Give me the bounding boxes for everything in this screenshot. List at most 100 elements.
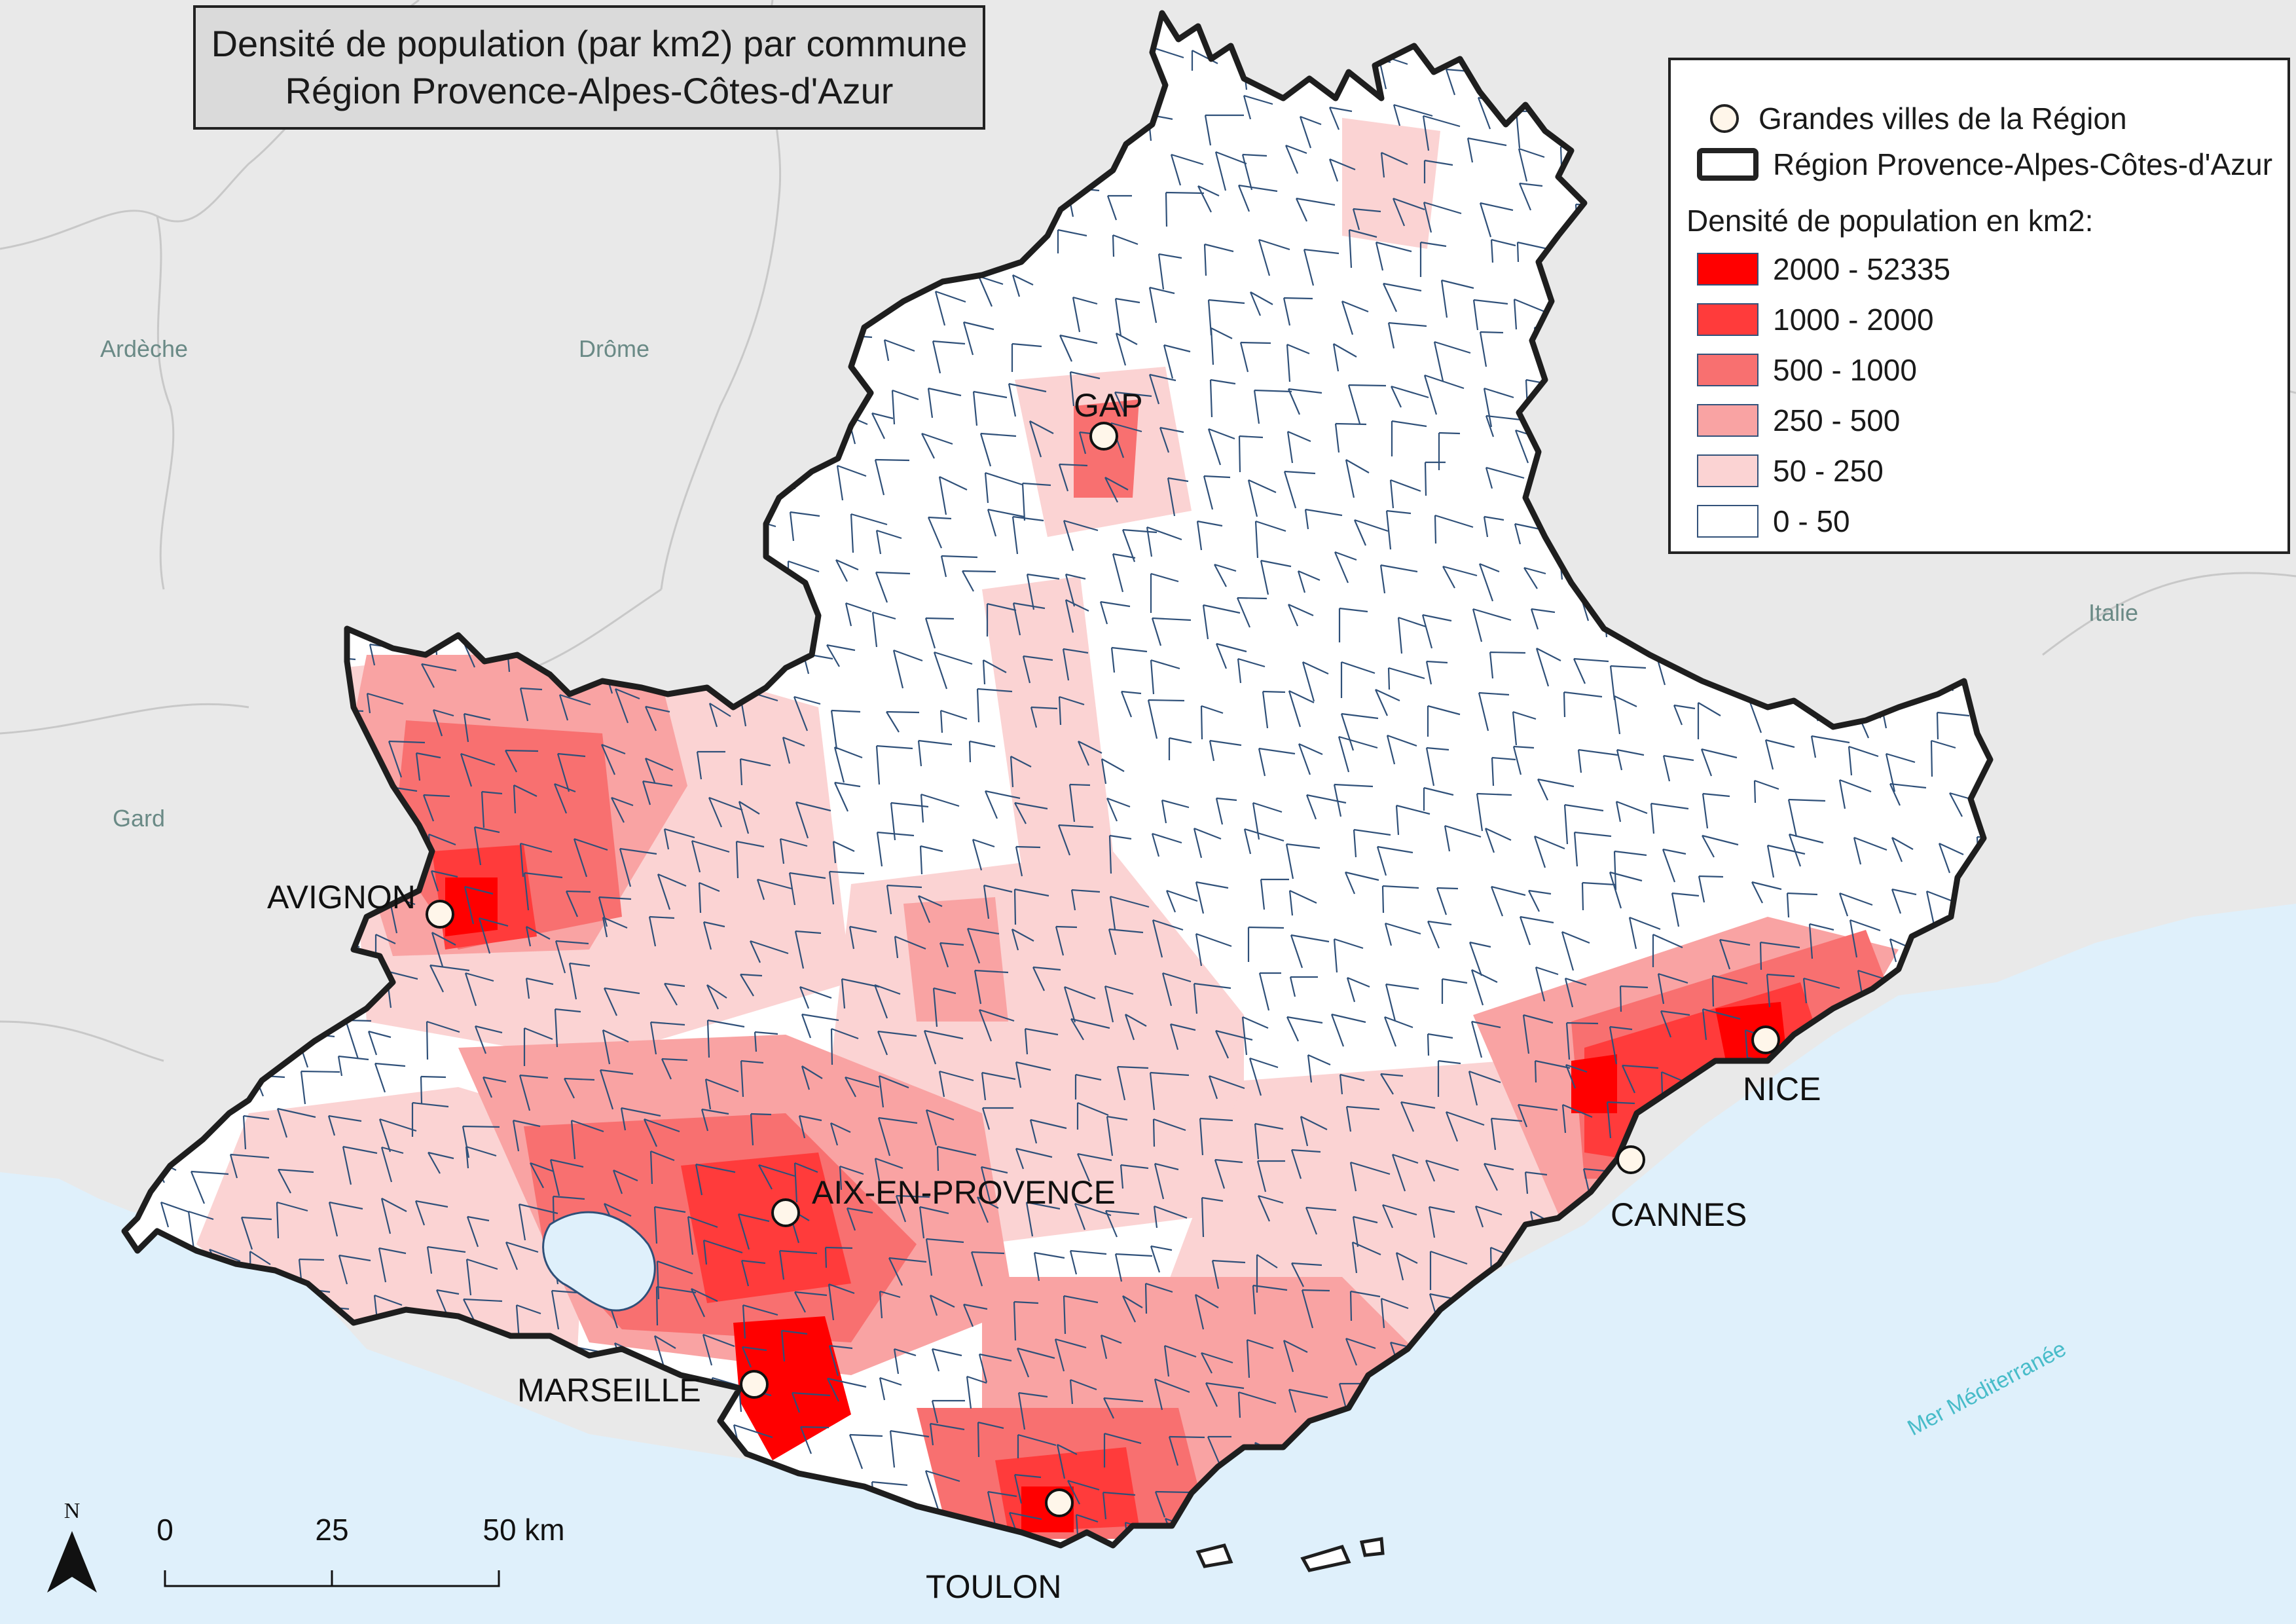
commune-edge — [1008, 382, 1047, 417]
commune-edge — [1344, 871, 1379, 895]
commune-edge — [1334, 422, 1367, 453]
commune-edge — [712, 482, 753, 521]
city-marker-avignon[interactable] — [426, 900, 454, 929]
commune-edge — [1425, 747, 1449, 786]
commune-edge — [11, 202, 39, 226]
commune-edge — [437, 368, 464, 403]
commune-edge — [1754, 651, 1789, 673]
commune-edge — [1613, 850, 1647, 891]
legend-class-label: 500 - 1000 — [1773, 353, 1917, 387]
commune-edge — [1717, 653, 1747, 680]
commune-edge — [663, 387, 698, 424]
commune-edge — [1148, 373, 1176, 405]
commune-edge — [421, 663, 457, 688]
commune-edge — [519, 195, 542, 224]
commune-edge — [1749, 13, 1772, 32]
commune-edge — [1328, 158, 1356, 182]
commune-edge — [1109, 895, 1150, 930]
city-marker-nice[interactable] — [1751, 1025, 1780, 1054]
commune-edge — [278, 1168, 314, 1194]
commune-edge — [49, 196, 82, 221]
commune-edge — [1518, 147, 1545, 182]
commune-edge — [1349, 1290, 1381, 1321]
commune-edge — [1106, 1115, 1128, 1156]
city-marker-cannes[interactable] — [1616, 1145, 1645, 1174]
commune-edge — [706, 1019, 745, 1058]
commune-edge — [2213, 800, 2238, 830]
commune-edge — [1205, 1382, 1245, 1407]
commune-edge — [1241, 153, 1267, 191]
commune-edge — [249, 838, 282, 876]
commune-edge — [1112, 234, 1139, 257]
commune-edge — [319, 236, 355, 276]
commune-edge — [754, 1031, 778, 1052]
commune-edge — [436, 333, 466, 373]
commune-edge — [924, 617, 955, 649]
commune-edge — [689, 139, 714, 163]
commune-edge — [962, 1303, 988, 1327]
commune-edge — [755, 618, 788, 656]
commune-edge — [984, 471, 1023, 504]
commune-edge — [373, 828, 405, 855]
city-label-cannes: CANNES — [1611, 1196, 1747, 1233]
commune-edge — [917, 895, 943, 923]
city-marker-marseille[interactable] — [740, 1370, 769, 1399]
commune-edge — [416, 1331, 443, 1360]
city-marker-gap[interactable] — [1089, 422, 1118, 451]
commune-edge — [1015, 1061, 1051, 1088]
commune-edge — [1104, 477, 1129, 503]
commune-edge — [1346, 976, 1370, 1003]
commune-edge — [986, 602, 1017, 637]
commune-edge — [931, 1399, 965, 1424]
commune-edge — [1201, 1196, 1224, 1238]
commune-edge — [276, 1201, 308, 1239]
commune-edge — [600, 743, 626, 775]
commune-edge — [1011, 342, 1042, 372]
commune-edge — [1391, 1153, 1419, 1192]
commune-edge — [644, 705, 670, 731]
commune-edge — [824, 1246, 853, 1268]
commune-edge — [839, 1165, 864, 1190]
commune-edge — [1301, 1289, 1330, 1329]
commune-edge — [1490, 1117, 1523, 1151]
commune-edge — [1194, 1294, 1219, 1330]
commune-edge — [644, 757, 674, 783]
commune-edge — [1305, 794, 1347, 820]
commune-edge — [841, 978, 880, 1009]
commune-edge — [939, 709, 968, 733]
commune-edge — [1563, 803, 1604, 845]
commune-edge — [150, 424, 185, 449]
commune-edge — [708, 796, 743, 828]
commune-edge — [1485, 466, 1525, 489]
commune-edge — [1215, 642, 1247, 669]
commune-edge — [327, 1115, 362, 1136]
commune-edge — [2083, 784, 2113, 813]
commune-edge — [1069, 1378, 1097, 1405]
commune-edge — [244, 599, 273, 630]
commune-edge — [707, 571, 738, 594]
city-marker-aix[interactable] — [771, 1198, 800, 1227]
commune-edge — [1258, 747, 1296, 777]
commune-edge — [282, 571, 304, 599]
commune-edge — [1573, 831, 1612, 867]
commune-edge — [184, 665, 207, 696]
city-marker-toulon[interactable] — [1045, 1488, 1074, 1517]
commune-edge — [324, 327, 364, 365]
commune-edge — [513, 784, 538, 814]
commune-edge — [828, 1283, 855, 1321]
commune-edge — [1014, 802, 1048, 824]
commune-edge — [979, 432, 1017, 467]
commune-edge — [1470, 969, 1498, 1006]
commune-edge — [919, 845, 943, 875]
commune-edge — [874, 1157, 903, 1181]
commune-edge — [323, 369, 353, 394]
commune-edge — [247, 939, 284, 976]
commune-edge — [1578, 336, 1609, 358]
commune-light-vaucluse-nord — [458, 537, 622, 674]
commune-edge — [758, 1164, 795, 1190]
commune-edge — [1848, 745, 1879, 776]
commune-edge — [507, 158, 539, 198]
city-markers — [426, 422, 1780, 1517]
commune-edge — [1010, 56, 1038, 83]
commune-edge — [1889, 783, 1927, 806]
